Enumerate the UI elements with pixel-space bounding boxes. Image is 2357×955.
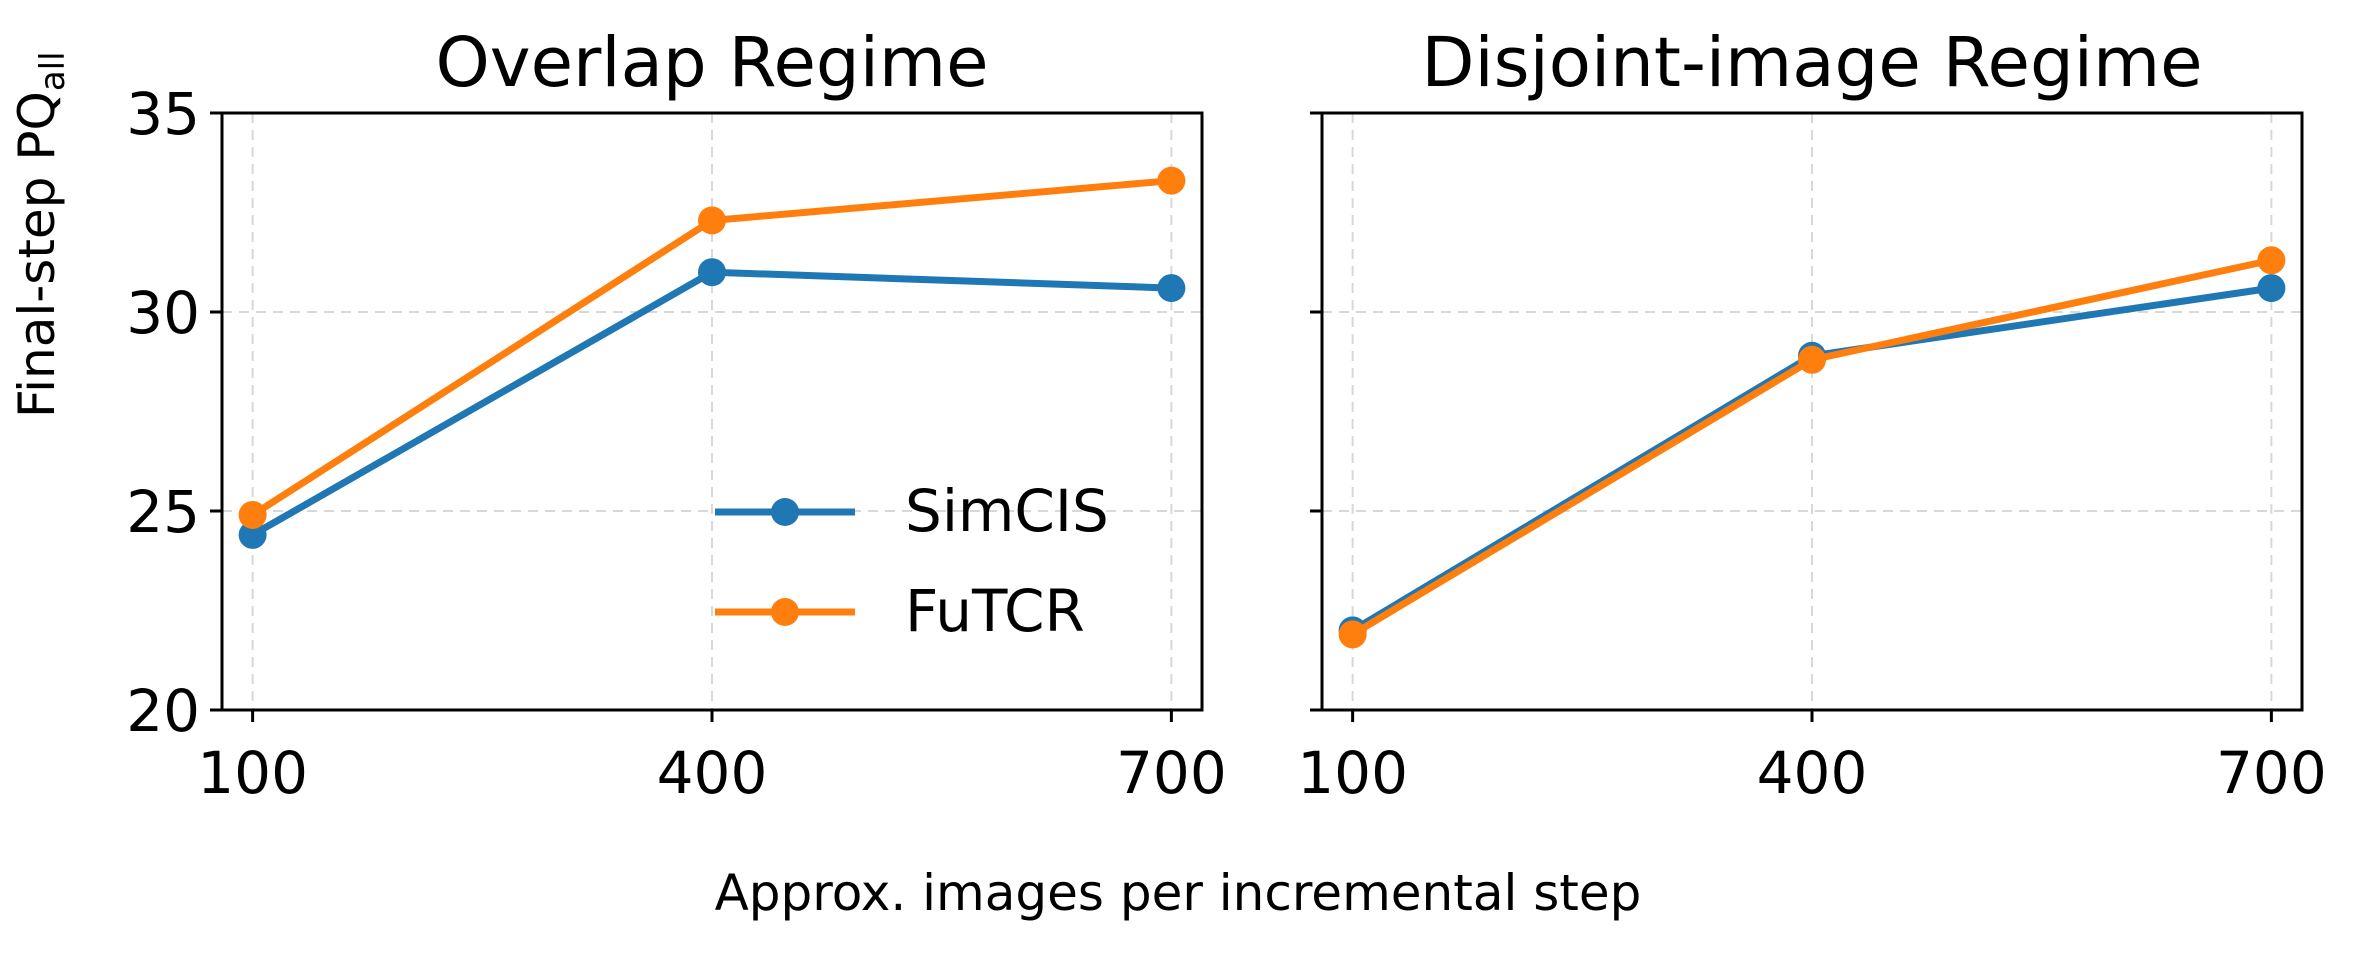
y-tick-label-1: 25 [126, 478, 200, 546]
x-tick-label-2: 700 [1116, 739, 1227, 807]
x-tick-label-0: 100 [197, 739, 308, 807]
data-point-futcr-1 [698, 206, 726, 235]
data-point-futcr-0 [1338, 620, 1367, 649]
y-tick-label-0: 20 [126, 677, 200, 745]
data-point-futcr-1 [1798, 345, 1826, 374]
legend-marker-futcr [771, 598, 799, 626]
data-point-futcr-2 [2257, 246, 2286, 275]
x-tick-label-0: 100 [1297, 739, 1408, 807]
y-axis-label: Final-step PQall [8, 51, 73, 418]
data-point-futcr-0 [238, 500, 267, 529]
data-point-simcis-2 [1157, 274, 1186, 303]
x-tick-label-1: 400 [1757, 739, 1868, 807]
y-axis-label-subscript: all [33, 51, 73, 91]
legend-label-simcis: SimCIS [905, 477, 1109, 545]
y-tick-label-2: 30 [126, 279, 200, 347]
panel-overlap: 20 25 30 35 100 400 700 Overlap Regime [126, 23, 1227, 807]
panel-title-overlap: Overlap Regime [435, 23, 988, 103]
y-axis-label-main: Final-step PQ [8, 91, 66, 418]
x-tick-label-1: 400 [657, 739, 768, 807]
panel-title-disjoint: Disjoint-image Regime [1421, 23, 2202, 103]
legend-label-futcr: FuTCR [905, 577, 1085, 645]
data-point-simcis-1 [698, 258, 726, 287]
legend-marker-simcis [771, 498, 799, 526]
data-point-futcr-2 [1157, 166, 1186, 195]
x-tick-label-2: 700 [2216, 739, 2327, 807]
y-tick-label-3: 35 [126, 80, 200, 148]
panel-disjoint: 100 400 700 Disjoint-image Regime [1297, 23, 2326, 807]
x-axis-label: Approx. images per incremental step [715, 864, 1642, 922]
data-point-simcis-2 [2257, 274, 2286, 303]
data-point-simcis-0 [238, 520, 267, 549]
legend: SimCIS FuTCR [715, 477, 1109, 645]
